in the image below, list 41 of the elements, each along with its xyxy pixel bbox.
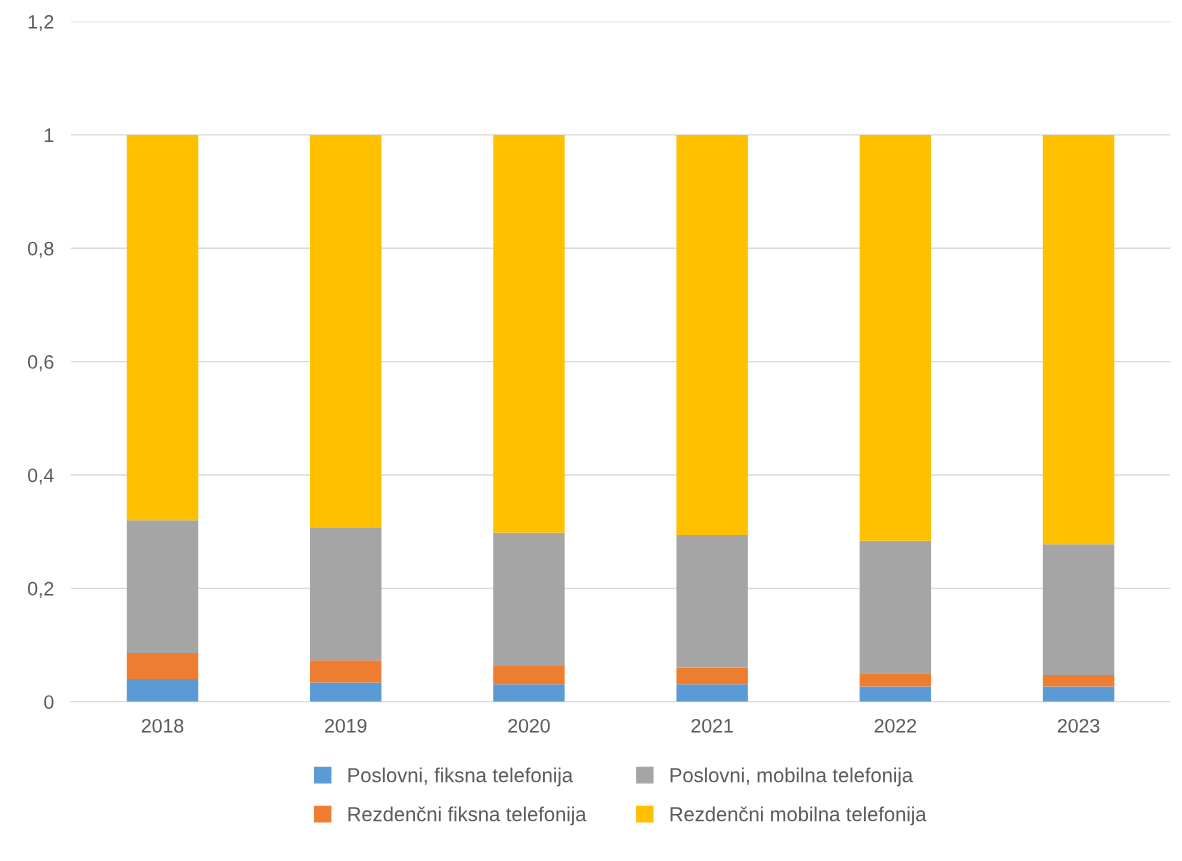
bar: [676, 667, 748, 685]
x-tick-label: 2019: [325, 718, 367, 733]
x-tick-label: 2023: [1057, 718, 1100, 733]
y-tick-label: 0: [44, 695, 54, 709]
bar: [493, 134, 565, 533]
y-tick-label: 0,2: [27, 581, 54, 598]
bar: [126, 652, 199, 680]
bar: [676, 684, 748, 702]
bar: [1042, 134, 1115, 545]
bar: [1042, 544, 1115, 676]
legend-label: Rezdenčni fiksna telefonija: [348, 806, 587, 826]
x-tick-label: 2020: [508, 718, 550, 733]
y-tick-label: 0,8: [27, 241, 54, 258]
bar: [859, 686, 932, 702]
y-tick-label: 1,2: [28, 14, 54, 32]
bar: [493, 666, 565, 685]
bar: [310, 660, 382, 683]
legend-label: Poslovni, mobilna telefonija: [670, 767, 914, 787]
bar: [1042, 675, 1115, 687]
y-tick-label: 1: [44, 128, 54, 142]
x-tick-label: 2022: [874, 718, 917, 733]
legend-label: Poslovni, fiksna telefonija: [348, 767, 573, 787]
y-tick-label: 0,6: [27, 355, 54, 372]
legend-label: Rezdenčni mobilna telefonija: [670, 806, 927, 826]
bar: [676, 535, 748, 668]
bar: [493, 684, 565, 702]
x-tick-label: 2018: [141, 718, 184, 733]
bar: [1042, 686, 1115, 702]
bar: [859, 673, 932, 687]
bar: [310, 682, 382, 702]
bar: [126, 134, 199, 521]
bar: [126, 679, 199, 702]
bar: [310, 527, 382, 661]
bar: [676, 134, 748, 536]
y-tick-label: 0,4: [27, 468, 54, 485]
bar: [859, 134, 932, 541]
bar: [310, 134, 382, 528]
x-tick-label: 2021: [691, 718, 733, 733]
bar: [126, 520, 199, 653]
bar: [859, 540, 932, 674]
bar: [493, 532, 565, 667]
